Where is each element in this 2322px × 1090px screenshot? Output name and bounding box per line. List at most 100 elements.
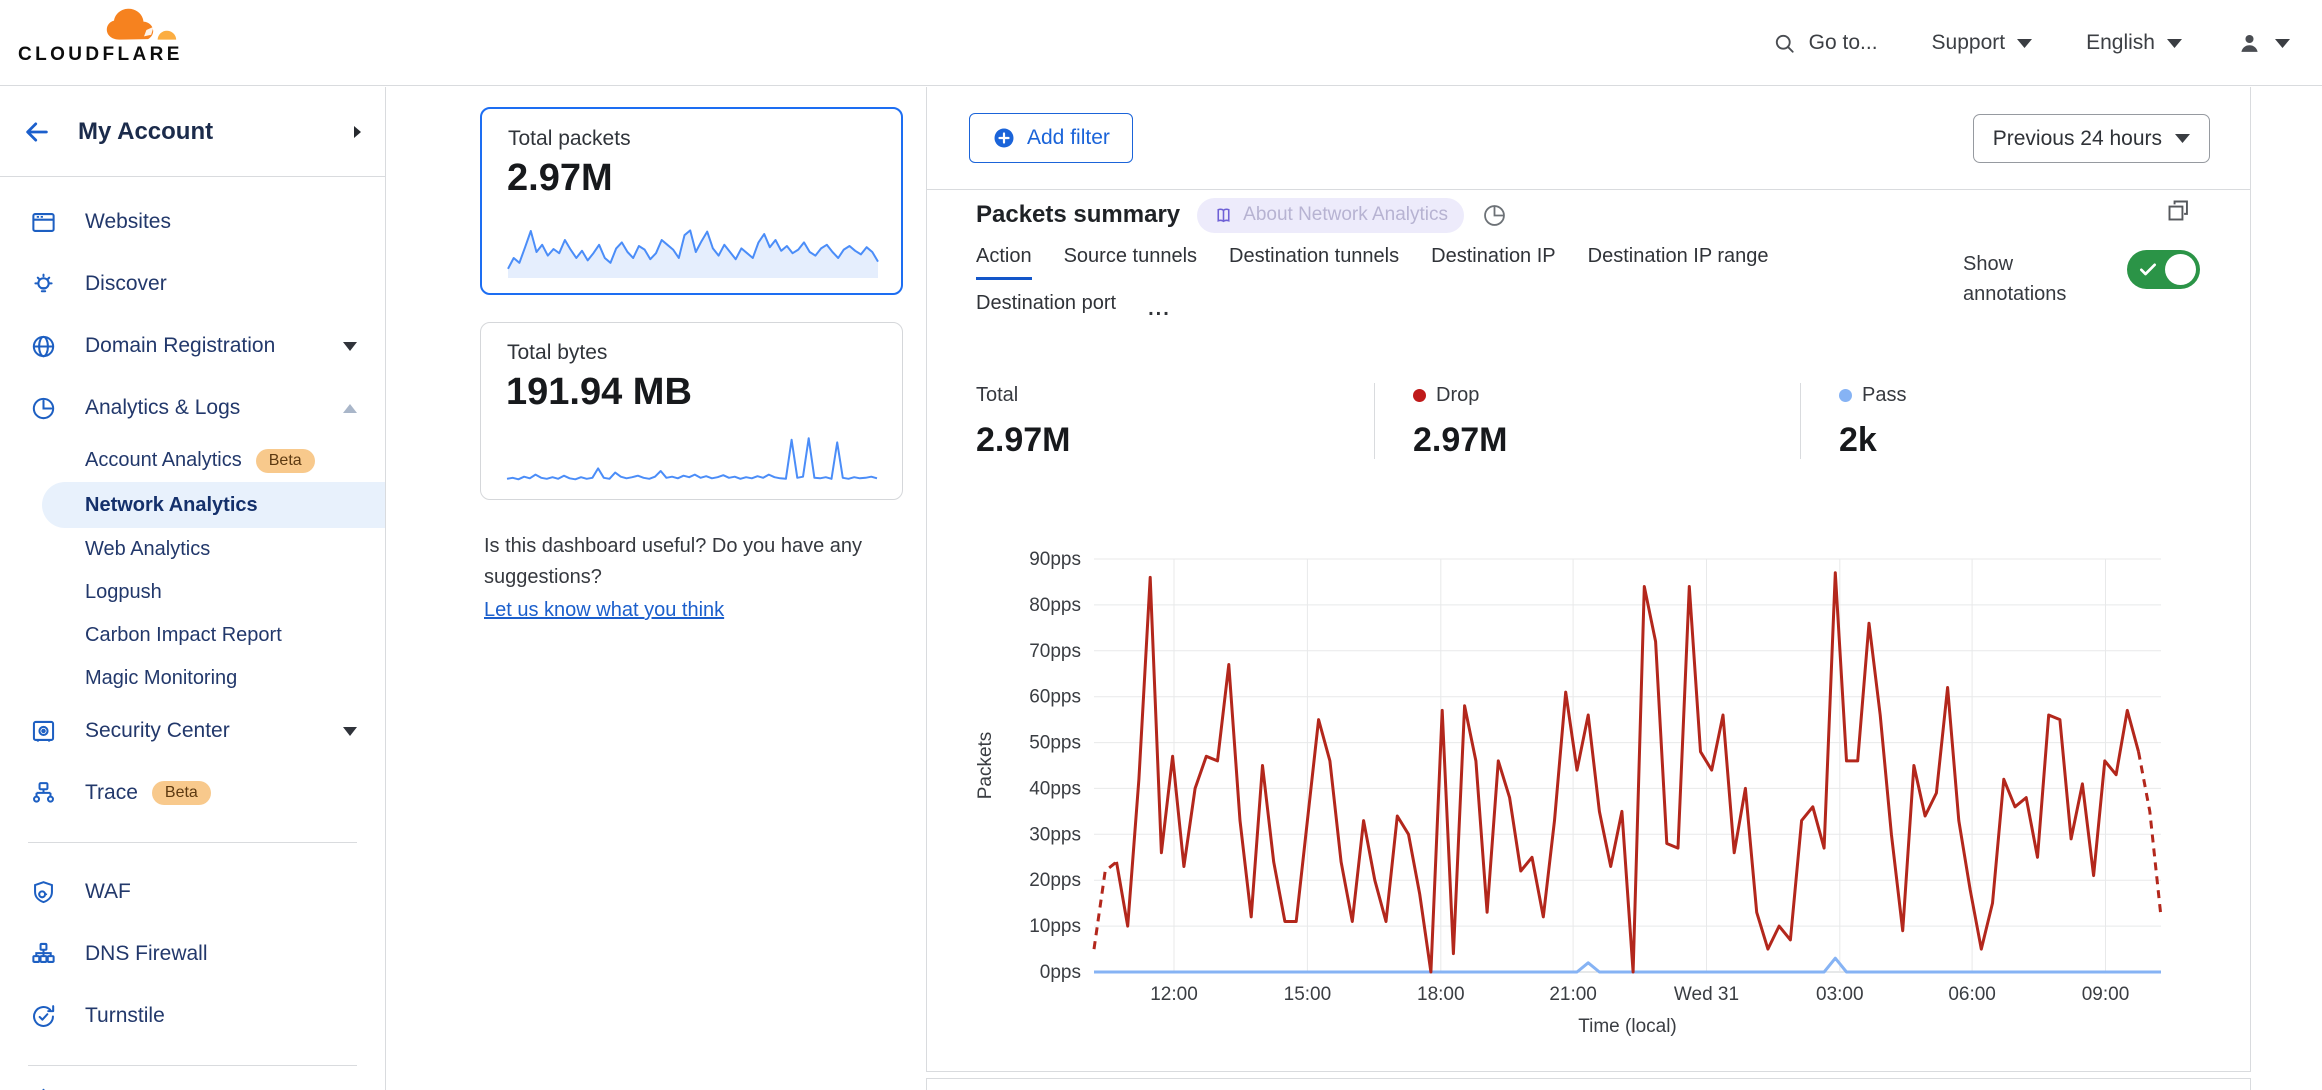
pass-series-dot-icon — [1839, 388, 1852, 402]
feedback-prompt: Is this dashboard useful? Do you have an… — [484, 531, 924, 626]
turnstile-icon — [30, 1003, 57, 1030]
cloudflare-wordmark: CLOUDFLARE — [18, 44, 183, 65]
sidebar-item-carbon-impact-report[interactable]: Carbon Impact Report — [0, 614, 385, 657]
tab-destination-ip-range[interactable]: Destination IP range — [1587, 245, 1769, 267]
tab-destination-tunnels[interactable]: Destination tunnels — [1229, 245, 1400, 267]
go-to-search[interactable]: Go to... — [1772, 31, 1878, 56]
stat-value: 2k — [1839, 421, 1877, 459]
language-menu[interactable]: English — [2086, 31, 2182, 55]
header-menu: Go to... Support English — [1772, 0, 2290, 86]
sidebar-item-magic-monitoring[interactable]: Magic Monitoring — [0, 657, 385, 700]
sidebar-item-label: Security Center — [85, 719, 230, 742]
total-bytes-value: 191.94 MB — [506, 371, 692, 413]
total-bytes-sparkline — [506, 437, 878, 481]
toggle-knob — [2165, 254, 2196, 285]
search-icon — [1772, 31, 1797, 56]
sidebar-item-label: Logpush — [85, 581, 162, 603]
chevron-down-icon — [2275, 38, 2290, 48]
chevron-up-icon — [343, 403, 357, 413]
sidebar-item-security-center[interactable]: Security Center — [0, 700, 385, 762]
sidebar-item-clipped[interactable] — [0, 1084, 385, 1090]
svg-text:70pps: 70pps — [1029, 641, 1081, 662]
sidebar-item-account-analytics[interactable]: Account Analytics Beta — [0, 439, 385, 482]
sidebar-item-domain-registration[interactable]: Domain Registration — [0, 315, 385, 377]
sidebar-item-analytics-logs[interactable]: Analytics & Logs — [0, 377, 385, 439]
sidebar-item-trace[interactable]: Trace Beta — [0, 762, 385, 824]
account-menu[interactable] — [2236, 30, 2290, 57]
sidebar-item-dns-firewall[interactable]: DNS Firewall — [0, 923, 385, 985]
total-packets-label: Total packets — [508, 127, 631, 150]
chevron-right-icon[interactable] — [352, 125, 363, 139]
svg-text:90pps: 90pps — [1029, 549, 1081, 570]
sidebar-item-label: Domain Registration — [85, 334, 276, 357]
total-packets-sparkline — [507, 229, 879, 278]
svg-text:03:00: 03:00 — [1816, 984, 1864, 1005]
sidebar-item-label: Turnstile — [85, 1004, 165, 1027]
sidebar-item-label: Network Analytics — [85, 493, 258, 516]
websites-icon — [30, 209, 57, 236]
sidebar-item-label: Trace — [85, 781, 138, 804]
svg-text:Wed 31: Wed 31 — [1674, 984, 1739, 1005]
sidebar-item-label: Discover — [85, 272, 167, 295]
beta-badge: Beta — [151, 781, 211, 805]
sidebar-item-waf[interactable]: WAF — [0, 861, 385, 923]
svg-text:50pps: 50pps — [1029, 733, 1081, 754]
time-range-dropdown[interactable]: Previous 24 hours — [1972, 114, 2210, 163]
add-filter-label: Add filter — [1027, 126, 1110, 149]
sidebar-item-websites[interactable]: Websites — [0, 191, 385, 253]
dnsfw-icon — [30, 941, 57, 968]
sidebar-item-label: DNS Firewall — [85, 942, 208, 965]
svg-text:30pps: 30pps — [1029, 824, 1081, 845]
security-icon — [30, 718, 57, 745]
chevron-down-icon — [343, 341, 357, 351]
svg-text:60pps: 60pps — [1029, 687, 1081, 708]
stat-label-row: Pass — [1839, 383, 1906, 407]
book-icon — [1213, 205, 1234, 226]
stat-pass: Pass 2k — [1839, 383, 1906, 460]
support-menu[interactable]: Support — [1932, 31, 2033, 55]
stat-value: 2.97M — [976, 421, 1071, 459]
trace-icon — [30, 780, 57, 807]
total-packets-card[interactable]: Total packets 2.97M — [480, 107, 903, 295]
stat-divider — [1374, 383, 1375, 459]
sidebar-item-logpush[interactable]: Logpush — [0, 571, 385, 614]
svg-text:Packets: Packets — [975, 732, 996, 800]
cloudflare-cloud-icon — [106, 8, 177, 40]
svg-text:18:00: 18:00 — [1417, 984, 1465, 1005]
cloudflare-logo[interactable]: CLOUDFLARE — [18, 6, 183, 66]
packets-summary-chart[interactable]: 0pps 10pps 20pps 30pps 40pps 50pps 60pps 70pps 8… — [927, 527, 2251, 1057]
total-bytes-card[interactable]: Total bytes 191.94 MB — [480, 322, 903, 500]
next-panel-edge — [926, 1078, 2251, 1090]
back-arrow-icon[interactable] — [22, 117, 52, 147]
sidebar-item-web-analytics[interactable]: Web Analytics — [0, 528, 385, 571]
show-annotations-toggle[interactable] — [2127, 250, 2200, 289]
feedback-link[interactable]: Let us know what you think — [484, 599, 725, 621]
svg-text:40pps: 40pps — [1029, 778, 1081, 799]
pie-chart-icon[interactable] — [1481, 202, 1508, 229]
tabs-overflow-button[interactable]: ... — [1148, 298, 1171, 320]
expand-panel-icon[interactable] — [2165, 197, 2192, 224]
sidebar-item-label: Websites — [85, 210, 171, 233]
tab-action[interactable]: Action — [976, 245, 1032, 280]
tab-destination-port[interactable]: Destination port — [976, 292, 1117, 314]
sidebar-divider — [28, 842, 357, 843]
filter-divider — [927, 189, 2250, 190]
sidebar-item-turnstile[interactable]: Turnstile — [0, 985, 385, 1047]
feedback-question: Is this dashboard useful? Do you have an… — [484, 535, 863, 588]
sidebar-nav: Websites Discover Domain Registration Analy… — [0, 177, 385, 1090]
chevron-down-icon — [2167, 38, 2182, 48]
sidebar-item-network-analytics[interactable]: Network Analytics — [42, 482, 385, 528]
sidebar-item-label: Web Analytics — [85, 538, 211, 560]
tab-source-tunnels[interactable]: Source tunnels — [1063, 245, 1198, 267]
stat-divider — [1800, 383, 1801, 459]
stat-value: 2.97M — [1413, 421, 1508, 459]
sidebar-divider — [28, 1065, 357, 1066]
about-network-analytics-badge[interactable]: About Network Analytics — [1197, 197, 1465, 233]
sidebar-item-discover[interactable]: Discover — [0, 253, 385, 315]
drop-series-dot-icon — [1413, 388, 1426, 402]
language-label: English — [2086, 31, 2155, 54]
tab-destination-ip[interactable]: Destination IP — [1431, 245, 1556, 267]
my-account-label[interactable]: My Account — [78, 117, 214, 145]
add-filter-button[interactable]: Add filter — [969, 113, 1133, 163]
sidebar-item-label: WAF — [85, 880, 131, 903]
